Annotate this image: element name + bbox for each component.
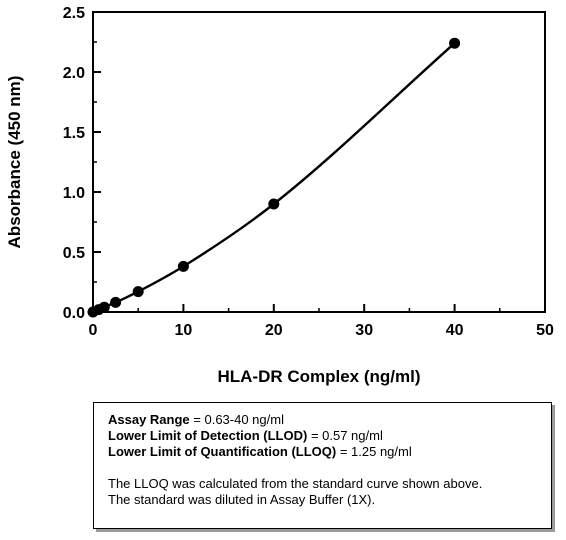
assay-range-line: Assay Range = 0.63-40 ng/ml [108, 412, 537, 428]
data-point [268, 198, 280, 210]
y-tick-label: 1.5 [63, 125, 85, 142]
y-tick-label: 1.0 [63, 185, 85, 202]
assay-info-box: Assay Range = 0.63-40 ng/ml Lower Limit … [93, 402, 552, 529]
y-axis-title: Absorbance (450 nm) [5, 76, 24, 249]
x-axis-title: HLA-DR Complex (ng/ml) [217, 367, 420, 386]
plot-frame [92, 11, 546, 313]
llod-label: Lower Limit of Detection (LLOD) [108, 428, 308, 443]
x-tick-label: 50 [536, 322, 554, 339]
fit-curve [92, 42, 456, 314]
lloq-line: Lower Limit of Quantification (LLOQ) = 1… [108, 444, 537, 460]
assay-range-value: = 0.63-40 ng/ml [189, 412, 284, 427]
x-tick-label: 40 [446, 322, 464, 339]
data-point [449, 37, 461, 49]
data-point [110, 296, 122, 308]
data-point [132, 286, 144, 298]
y-tick-label: 0.0 [63, 305, 85, 322]
x-tick-label: 0 [89, 322, 98, 339]
x-tick-label: 20 [265, 322, 283, 339]
y-tick-label: 2.5 [63, 5, 85, 22]
data-point [177, 260, 189, 272]
y-tick-label: 2.0 [63, 65, 85, 82]
llod-value: = 0.57 ng/ml [307, 428, 383, 443]
note-line-1: The LLOQ was calculated from the standar… [108, 476, 483, 491]
x-tick-label: 30 [355, 322, 373, 339]
llod-line: Lower Limit of Detection (LLOD) = 0.57 n… [108, 428, 537, 444]
y-tick-label: 0.5 [63, 245, 85, 262]
x-tick-label: 10 [175, 322, 193, 339]
lloq-value: = 1.25 ng/ml [336, 444, 412, 459]
lloq-label: Lower Limit of Quantification (LLOQ) [108, 444, 337, 459]
standard-curve-chart: 0 10 20 30 40 50 0.0 0.5 1.0 1.5 2.0 2.5 HLA-DR Com… [5, 5, 554, 386]
data-point [98, 301, 110, 313]
note-line-2: The standard was diluted in Assay Buffer… [108, 492, 376, 507]
assay-range-label: Assay Range [108, 412, 190, 427]
plot-area: 0 10 20 30 40 50 0.0 0.5 1.0 1.5 2.0 2.5 [63, 5, 554, 339]
